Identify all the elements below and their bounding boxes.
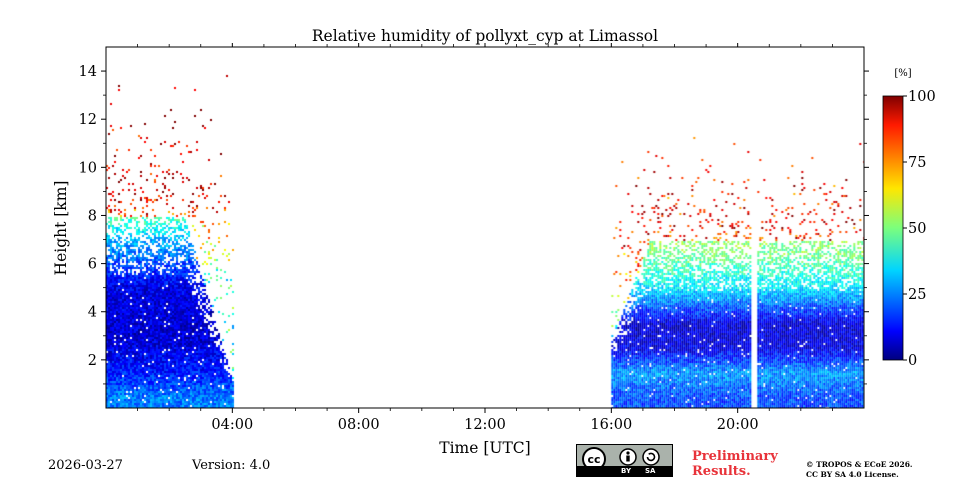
preliminary-line-2: Results.	[692, 464, 751, 479]
x-axis-label: Time [UTC]	[439, 439, 530, 457]
cc-icon-glyph: cc	[587, 453, 600, 466]
colorbar-tick-label: 0	[908, 353, 917, 369]
chart-title: Relative humidity of pollyxt_cyp at Lima…	[312, 27, 658, 45]
colorbar-tick-label: 75	[908, 155, 926, 171]
y-axis: 2 4 6 8 10 12 14	[79, 64, 869, 385]
cc-badge-strip	[577, 466, 672, 476]
cc-icons: cc	[582, 447, 660, 467]
y-tick-label: 4	[88, 305, 97, 321]
by-person-head	[626, 451, 630, 455]
x-tick-label: 16:00	[590, 417, 632, 433]
copyright-line-1: © TROPOS & ECoE 2026.	[806, 460, 913, 469]
y-tick-label: 8	[88, 208, 97, 224]
version-label: Version: 4.0	[192, 458, 271, 473]
x-tick-label: 12:00	[464, 417, 506, 433]
colorbar-tick-label: 50	[908, 221, 926, 237]
y-tick-label: 12	[79, 112, 97, 128]
by-person-body	[626, 455, 630, 462]
x-tick-label: 20:00	[717, 417, 759, 433]
cc-icon	[582, 447, 606, 467]
sa-share-icon	[642, 448, 660, 466]
preliminary-line-1: Preliminary	[692, 449, 778, 464]
sa-share-arrow	[646, 452, 656, 462]
y-axis-label: Height [km]	[52, 181, 70, 276]
colorbar-tick-label: 100	[908, 89, 936, 105]
colorbar	[882, 95, 904, 361]
x-tick-label: 08:00	[338, 417, 380, 433]
license-by-label: BY	[621, 467, 632, 475]
humidity-heatmap	[106, 47, 864, 408]
colorbar-unit-label: [%]	[894, 68, 911, 79]
y-tick-label: 2	[88, 353, 97, 369]
x-axis: 04:00 08:00 12:00 16:00 20:00	[137, 43, 833, 433]
y-tick-label: 14	[79, 64, 97, 80]
x-tick-label: 04:00	[211, 417, 253, 433]
cc-license-badge[interactable]: cc BY SA	[576, 444, 673, 477]
license-sa-label: SA	[645, 467, 656, 475]
copyright-line-2: CC BY SA 4.0 License.	[806, 470, 899, 479]
colorbar-ticks: 0 25 50 75 100	[903, 89, 936, 369]
colorbar-tick-label: 25	[908, 287, 926, 303]
copyright-notice: © TROPOS & ECoE 2026. CC BY SA 4.0 Licen…	[806, 460, 913, 480]
heatmap-image	[106, 47, 864, 408]
y-tick-label: 6	[88, 257, 97, 273]
preliminary-notice: Preliminary Results.	[692, 449, 778, 479]
y-tick-label: 10	[79, 160, 97, 176]
date-label: 2026-03-27	[48, 458, 123, 473]
